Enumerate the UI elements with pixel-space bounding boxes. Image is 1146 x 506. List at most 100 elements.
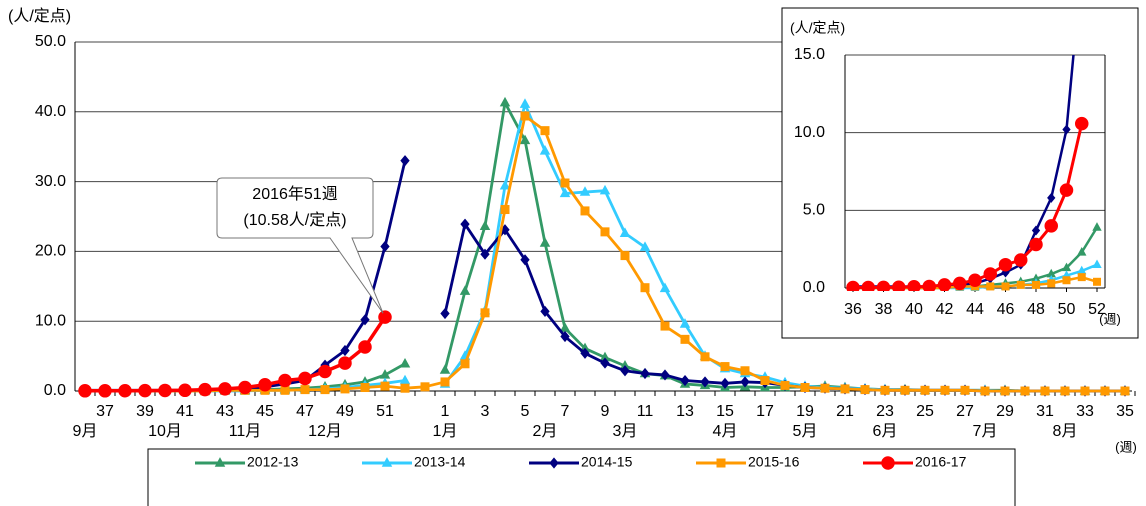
data-point [218,382,232,396]
data-point [98,384,112,398]
data-point [520,111,530,121]
legend-marker [549,457,559,469]
x-tick-label: 29 [996,403,1014,420]
inset-x-tick-label: 48 [1027,301,1045,318]
data-point [280,385,290,395]
data-point [660,321,670,331]
data-point [1100,386,1110,396]
data-point [639,241,651,251]
inset-point [1077,247,1087,256]
y-tick-label: 30.0 [35,173,66,190]
data-point [539,145,551,155]
x-tick-label: 39 [136,403,154,420]
inset-point [1014,253,1028,267]
legend: 2012-13 2013-14 2014-15 2015-16 2016-17 [147,448,1016,506]
x-tick-label: 17 [756,403,774,420]
legend-label: 2012-13 [247,454,299,470]
data-point [1080,386,1090,396]
inset-x-tick-label: 46 [997,301,1015,318]
x-tick-label: 13 [676,403,694,420]
inset-x-tick-label: 40 [905,301,923,318]
x-tick-label: 41 [176,403,194,420]
annotation-text: (10.58人/定点) [243,211,346,229]
inset-point [1092,259,1102,268]
inset-x-unit: (週) [1099,311,1121,326]
inset-point [1001,282,1010,291]
legend-marker [716,458,726,468]
data-point [640,283,650,293]
inset-point [876,280,891,291]
data-point [178,383,192,398]
data-point [559,187,571,198]
data-point [318,364,332,379]
data-point [480,308,490,318]
inset-y-tick-label: 5.0 [803,202,825,219]
inset-point [1044,219,1058,233]
inset-x-tick-label: 36 [844,301,862,318]
inset-x-tick-label: 42 [936,301,954,318]
data-point [440,377,450,387]
data-point [338,356,352,370]
data-point [580,206,590,216]
data-point [740,376,750,388]
data-point [358,340,372,354]
data-point [560,178,570,188]
inset-point [907,280,921,291]
x-tick-label: 5 [521,403,530,420]
data-point [599,184,611,195]
data-point [860,385,870,395]
data-point [1060,386,1070,396]
x-tick-label: 11 [637,403,654,420]
data-point [118,383,132,398]
inset-point [953,276,967,291]
data-point [499,96,511,107]
data-point [960,385,970,395]
data-point [760,376,770,386]
inset-point [937,278,952,291]
inset-y-tick-label: 15.0 [794,46,825,63]
inset-point [1075,116,1089,131]
month-label: 9月 [73,423,98,440]
x-tick-label: 49 [336,403,354,420]
legend-label: 2015-16 [748,454,800,470]
data-point [820,383,830,393]
inset-x-tick-label: 44 [966,301,984,318]
month-label: 8月 [1053,423,1078,440]
data-point [680,334,690,344]
legend-label: 2016-17 [915,454,967,470]
inset-point [1047,279,1056,288]
data-point [300,385,310,395]
x-tick-label: 23 [876,403,894,420]
data-point [720,362,730,372]
month-label: 4月 [713,423,738,440]
data-point [619,227,631,237]
data-point [579,186,591,196]
data-point [560,330,570,343]
data-point [158,383,172,398]
x-tick-label: 47 [296,403,314,420]
data-point [600,357,610,369]
x-tick-label: 45 [256,403,274,420]
x-tick-label: 21 [836,403,854,420]
data-point [519,134,531,145]
inset-point [1029,237,1043,252]
data-point [340,344,350,357]
data-point [680,374,690,387]
data-point [540,126,550,136]
data-point [500,205,510,215]
inset-point [1059,183,1074,197]
inset-y-tick-label: 0.0 [803,279,825,296]
legend-marker [881,456,895,470]
data-point [278,373,292,388]
data-point [600,227,610,237]
y-tick-label: 40.0 [35,103,66,120]
x-tick-label: 37 [96,403,114,420]
inset-point [1062,124,1071,135]
y-tick-label: 20.0 [35,243,66,260]
data-point [679,318,691,328]
data-point [378,310,392,324]
inset-point [922,279,936,291]
month-label: 12月 [308,423,342,440]
data-point [620,365,630,377]
